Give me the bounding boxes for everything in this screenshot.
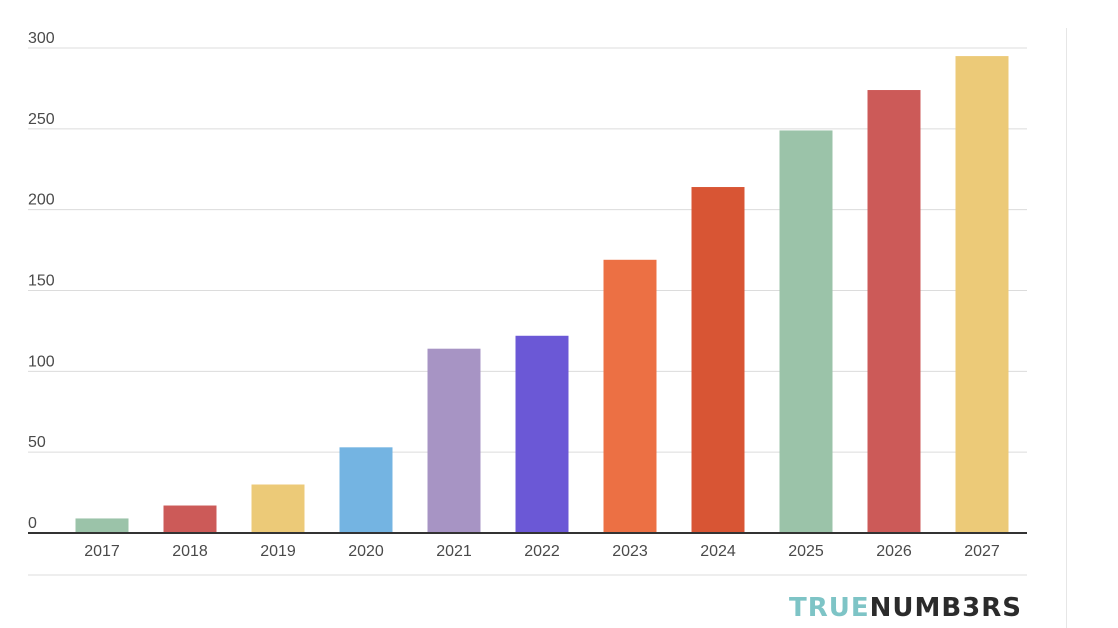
y-tick-label: 50 [28, 434, 46, 451]
x-tick-label: 2021 [436, 543, 472, 560]
bars [75, 56, 1009, 534]
bar-2023 [603, 259, 657, 533]
gridlines [28, 47, 1027, 453]
bar-2021 [427, 348, 481, 533]
bar-2017 [75, 518, 129, 533]
x-tick-label: 2018 [172, 543, 208, 560]
bar-2025 [779, 130, 833, 533]
bar-2020 [339, 447, 393, 533]
x-tick-label: 2020 [348, 543, 384, 560]
logo-text-numbers: NUMB3RS [869, 593, 1022, 623]
logo-text-true: TRUE [788, 593, 870, 623]
x-axis-ticks: 2017 2018 2019 2020 2021 2022 2023 2024 2025 2026… [84, 543, 1000, 560]
x-tick-label: 2017 [84, 543, 120, 560]
bar-2019 [251, 484, 305, 533]
x-tick-label: 2026 [876, 543, 912, 560]
x-tick-label: 2024 [700, 543, 736, 560]
y-tick-label: 150 [28, 273, 55, 290]
bar-2018 [163, 505, 217, 533]
truenumbers-logo: TRUENUMB3RS [760, 593, 1022, 623]
bar-2027 [955, 56, 1009, 533]
bar-2024 [691, 187, 745, 534]
bar-2022 [515, 335, 569, 533]
y-tick-label: 300 [28, 30, 55, 47]
x-tick-label: 2022 [524, 543, 560, 560]
y-tick-label: 0 [28, 515, 37, 532]
bar-2026 [867, 90, 921, 534]
y-tick-label: 250 [28, 111, 55, 128]
x-tick-label: 2019 [260, 543, 296, 560]
right-divider [1066, 28, 1067, 628]
y-tick-label: 200 [28, 192, 55, 209]
x-tick-label: 2025 [788, 543, 824, 560]
x-tick-label: 2023 [612, 543, 648, 560]
y-tick-label: 100 [28, 353, 55, 370]
y-axis-ticks: 0 50 100 150 200 250 300 [28, 30, 55, 532]
x-tick-label: 2027 [964, 543, 1000, 560]
